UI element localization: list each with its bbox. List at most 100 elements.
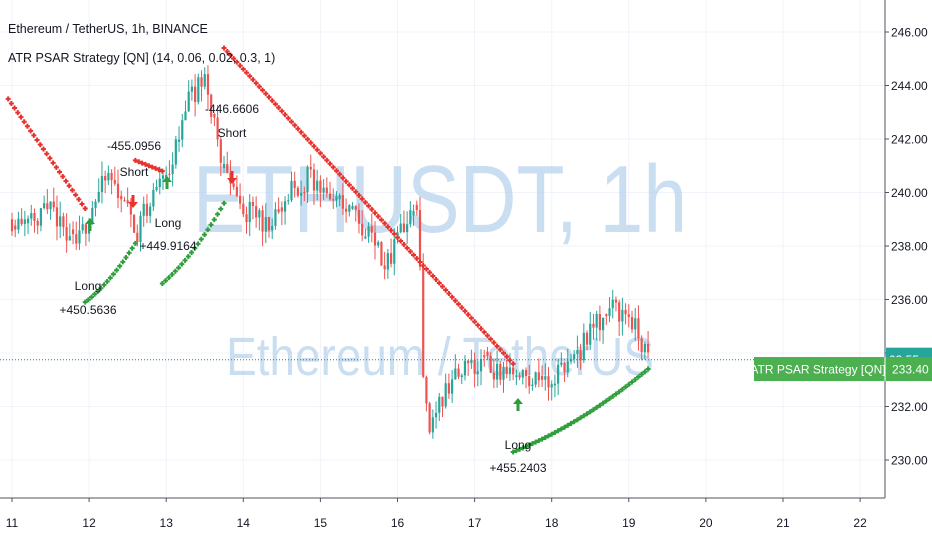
candle [428, 403, 431, 433]
psar-dot [282, 112, 288, 118]
psar-dot [117, 263, 123, 269]
candle [386, 253, 389, 270]
psar-dot [37, 142, 43, 148]
psar-dot [50, 160, 56, 166]
psar-dot [237, 63, 243, 69]
candle [264, 217, 267, 232]
psar-dot [44, 151, 50, 157]
time-tick-label: 18 [545, 516, 559, 530]
psar-dot [417, 259, 423, 265]
candle [489, 355, 492, 373]
candle [161, 175, 165, 179]
candle [566, 361, 569, 373]
signal-pnl: +450.5636 [59, 303, 116, 317]
candle [521, 370, 524, 378]
symbol-legend[interactable]: Ethereum / TetherUS, 1h, BINANCE [8, 22, 208, 36]
candle [370, 226, 373, 233]
psar-dot [539, 436, 545, 442]
psar-dot [578, 415, 584, 421]
psar-dot [208, 222, 214, 228]
candle [569, 359, 573, 362]
psar-dot [446, 291, 452, 297]
psar-dot [126, 250, 132, 256]
psar-dot [153, 165, 159, 171]
candle [78, 230, 81, 244]
candle [479, 359, 483, 372]
psar-dot [459, 305, 465, 311]
psar-dot [369, 206, 375, 212]
psar-dot [501, 350, 507, 356]
candle [132, 214, 136, 233]
psar-dot [375, 213, 381, 219]
price-tick-label: 242.00 [891, 133, 928, 147]
psar-dot [590, 407, 596, 413]
candle [537, 372, 540, 381]
candle [152, 189, 155, 207]
candle [123, 200, 126, 202]
psar-dot [169, 272, 175, 278]
candle [499, 363, 502, 380]
psar-dot [60, 174, 66, 180]
candle [197, 77, 200, 103]
candle [10, 219, 14, 232]
price-tick-label: 244.00 [891, 79, 928, 93]
signal-down-arrow-icon [227, 171, 237, 184]
candle [351, 206, 354, 209]
candle [534, 372, 537, 385]
psar-dot [616, 389, 622, 395]
psar-dot [314, 147, 320, 153]
psar-dot [321, 154, 327, 160]
psar-dot [468, 315, 474, 321]
psar-dot [179, 261, 185, 267]
candle [14, 225, 17, 230]
candle [283, 201, 287, 212]
candle [447, 383, 450, 394]
psar-dot [172, 268, 178, 274]
psar-dot [63, 178, 69, 184]
psar-dot [594, 404, 600, 410]
candle [563, 362, 566, 373]
candle [646, 344, 650, 353]
psar-dot [529, 441, 535, 447]
candle [255, 206, 258, 218]
psar-dot [542, 434, 548, 440]
candle [573, 354, 576, 360]
psar-dot [82, 206, 88, 212]
candle [300, 192, 303, 196]
candle [402, 223, 406, 233]
candle [216, 117, 219, 140]
candle [107, 172, 110, 181]
psar-dot [330, 164, 336, 170]
candle [94, 201, 97, 208]
candle [553, 383, 557, 386]
psar-dot [472, 319, 478, 325]
candle [473, 359, 476, 374]
candle [296, 187, 300, 196]
psar-dot [645, 366, 651, 372]
candle [100, 176, 104, 192]
psar-dot [28, 128, 34, 134]
candle [190, 86, 193, 92]
candle [367, 226, 370, 237]
candle [512, 367, 515, 375]
psar-dot [565, 422, 571, 428]
psar-dot [478, 326, 484, 332]
psar-dot [449, 294, 455, 300]
psar-dot [8, 100, 14, 106]
psar-dot [123, 254, 129, 260]
psar-dot [142, 161, 148, 167]
psar-dot [285, 115, 291, 121]
psar-dot [132, 157, 138, 163]
candle [319, 180, 322, 193]
candle [36, 220, 39, 226]
candle [226, 164, 229, 173]
psar-dot [205, 227, 211, 233]
strategy-legend[interactable]: ATR PSAR Strategy [QN] (14, 0.06, 0.02, … [8, 51, 276, 65]
candle [579, 350, 582, 361]
psar-dot [40, 146, 46, 152]
price-tick-label: 230.00 [891, 454, 928, 468]
psar-dot [89, 294, 95, 300]
candle [592, 323, 595, 328]
